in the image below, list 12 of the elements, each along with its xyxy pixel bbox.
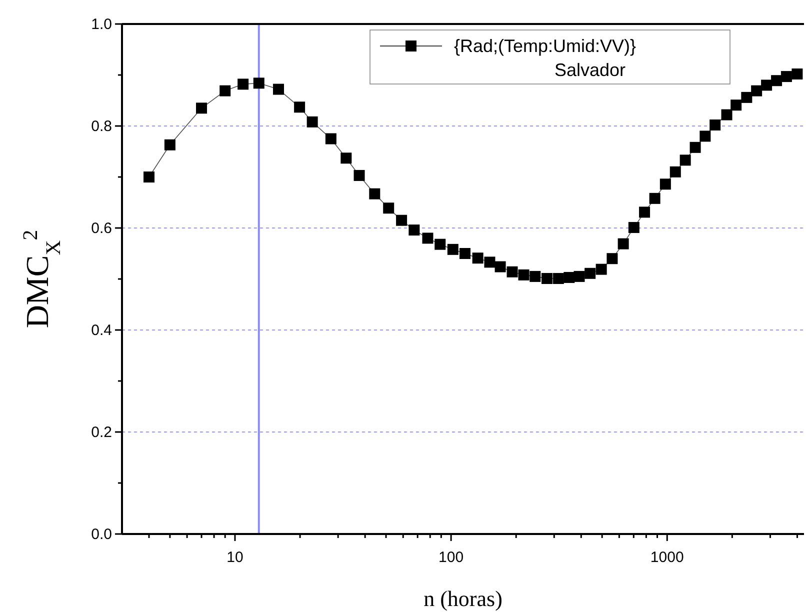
x-tick-label: 1000 (650, 549, 684, 566)
legend-label: {Rad;(Temp:Umid:VV)} Salvador (454, 36, 636, 80)
y-tick-label: 0.0 (91, 526, 112, 543)
y-tick-label: 0.4 (91, 322, 112, 339)
x-axis-title: n (horas) (424, 586, 502, 611)
y-tick-label: 0.8 (91, 118, 112, 135)
y-tick-label: 0.2 (91, 424, 112, 441)
x-tick-label: 10 (226, 549, 244, 566)
y-tick-label: 1.0 (91, 16, 112, 33)
y-tick-label: 0.6 (91, 220, 112, 237)
legend: {Rad;(Temp:Umid:VV)} Salvador (370, 30, 730, 84)
x-tick-label: 100 (438, 549, 464, 566)
